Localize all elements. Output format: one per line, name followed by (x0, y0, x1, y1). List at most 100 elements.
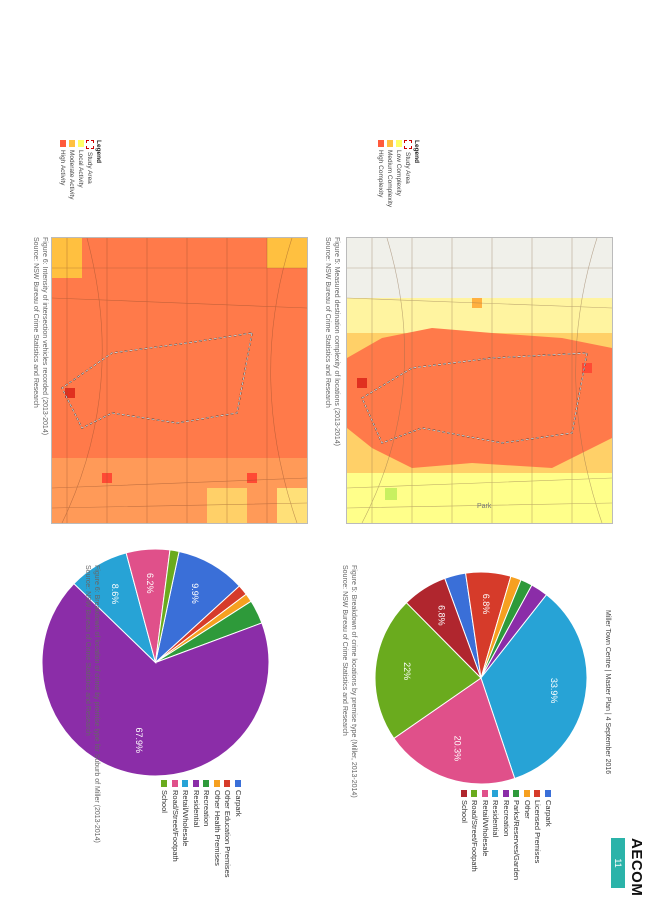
legend-swatch (234, 780, 241, 787)
legend-swatch (182, 780, 189, 787)
pie-legend-item: Other (522, 790, 532, 880)
pie-chart-top: 6.8% 33.9% 20.3% 22% 6.8% (374, 571, 588, 785)
legend-item-high: High Complexity (376, 140, 385, 207)
caption-line: Source: NSW Bureau of Crime Statistics a… (84, 565, 91, 736)
legend-label: Other Education Premises (223, 790, 233, 878)
legend-bottom-map: Legend Study Area Local Activity Moderat… (58, 140, 103, 200)
legend-swatch (161, 780, 168, 787)
legend-label: Residential (491, 800, 501, 838)
swatch (85, 140, 94, 149)
pie-legend-item: Recreation (201, 780, 212, 878)
legend-label: Carpark (234, 790, 243, 817)
swatch (68, 140, 75, 147)
pie-legend-item: Retail/Wholesale (480, 790, 490, 880)
pie-data-label: 6.8% (481, 594, 491, 615)
legend-label: School (460, 800, 469, 823)
legend-swatch (481, 790, 488, 797)
legend-swatch (492, 790, 499, 797)
legend-label: Study Area (86, 152, 93, 184)
swatch (59, 140, 66, 147)
legend-item-medium: Medium Complexity (385, 140, 394, 207)
legend-item-study-area: Study Area (85, 140, 94, 200)
legend-item-moderate: Moderate Activity (67, 140, 76, 200)
legend-label: Residential (192, 790, 201, 828)
pie-legend-item: Road/Street/Footpath (469, 790, 480, 880)
map-label-park: Park (477, 503, 492, 510)
legend-title: Legend (95, 140, 102, 164)
legend-swatch (544, 790, 551, 797)
footer-text: Miller Town Centre | Master Plan | 4 Sep… (604, 610, 611, 775)
legend-label: Parks/Reserves/Garden (512, 800, 522, 881)
aecom-logo: AECOM (628, 838, 645, 897)
legend-label: Retail/Wholesale (181, 790, 191, 847)
legend-item-study-area: Study Area (403, 140, 412, 207)
pie-slice-retail-wholesale (393, 677, 516, 785)
pie-data-label: 33.9% (549, 678, 559, 704)
pie-legend-item: Other Education Premises (222, 780, 233, 878)
legend-label: High Activity (59, 150, 66, 186)
legend-swatch (502, 790, 509, 797)
map-bottom-svg (52, 238, 307, 523)
pie-legend-item: School (159, 780, 170, 878)
legend-label: Retail/Wholesale (481, 800, 490, 857)
legend-swatch (203, 780, 210, 787)
legend-label: Low Complexity (395, 150, 402, 196)
legend-top-map: Legend Study Area Low Complexity Medium … (376, 140, 421, 207)
pie-legend-item: Licensed Premises (532, 790, 543, 880)
pie-legend-item: Other Health Premises (212, 780, 222, 878)
legend-swatch (471, 790, 478, 797)
legend-label: Road/Street/Footpath (171, 790, 180, 862)
pie-data-label: 8.6% (110, 584, 120, 605)
swatch (403, 140, 412, 149)
legend-title: Legend (413, 140, 420, 164)
pie-legend-item: Road/Street/Footpath (170, 780, 180, 878)
caption-map-top: Figure 5: Measured destination complexit… (323, 237, 341, 446)
pie-slice-residential (480, 593, 588, 780)
legend-item-low: Low Complexity (394, 140, 403, 207)
legend-label: School (160, 790, 170, 813)
swatch (386, 140, 393, 147)
swatch (77, 140, 84, 147)
pie-slice-school (155, 549, 180, 663)
map-top-svg: Park (347, 238, 612, 523)
pie-legend-item: Carpark (543, 790, 553, 880)
legend-swatch (534, 790, 541, 797)
map-bottom (51, 237, 308, 524)
pie-data-label: 6.8% (436, 605, 446, 626)
pie-chart-bottom: 9.9% 67.9% 8.6% 6.2% (41, 548, 270, 777)
legend-swatch (213, 780, 220, 787)
legend-label: Medium Complexity (386, 150, 393, 208)
legend-label: High Complexity (377, 150, 384, 198)
pie-data-label: 6.2% (145, 573, 155, 594)
pie-legend-item: Residential (490, 790, 501, 880)
caption-line: Figure 5: Measured destination complexit… (333, 237, 340, 446)
pie-legend-item: Parks/Reserves/Garden (511, 790, 522, 880)
pie-data-label: 22% (402, 662, 412, 680)
pie-legend-bottom: Carpark Other Education Premises Other Hea… (159, 780, 243, 878)
caption-line: Source: NSW Bureau of Crime Statistics a… (32, 237, 39, 408)
pie-data-label: 20.3% (453, 736, 463, 762)
legend-swatch (523, 790, 530, 797)
legend-swatch (460, 790, 467, 797)
pie-slice-road-street-footpath (374, 601, 482, 740)
pie-slice-school (405, 577, 482, 679)
legend-label: Carpark (544, 800, 553, 827)
legend-label: Recreation (502, 800, 511, 837)
legend-swatch (192, 780, 199, 787)
swatch (377, 140, 384, 147)
legend-label: Other Health Premises (213, 790, 222, 866)
swatch (395, 140, 402, 147)
legend-label: Licensed Premises (533, 800, 543, 864)
legend-swatch (513, 790, 520, 797)
pie-legend-item: Retail/Wholesale (180, 780, 191, 878)
legend-swatch (224, 780, 231, 787)
legend-label: Moderate Activity (68, 150, 75, 200)
legend-item-local: Local Activity (76, 140, 85, 200)
legend-label: Local Activity (77, 150, 84, 188)
pie-data-label: 67.9% (134, 727, 144, 753)
caption-line: Figure 5: Breakdown of crime locations b… (350, 565, 357, 798)
page-number: 11 (611, 838, 625, 888)
legend-label: Road/Street/Footpath (470, 800, 480, 872)
caption-line: Source: NSW Bureau of Crime Statistics a… (341, 565, 348, 736)
